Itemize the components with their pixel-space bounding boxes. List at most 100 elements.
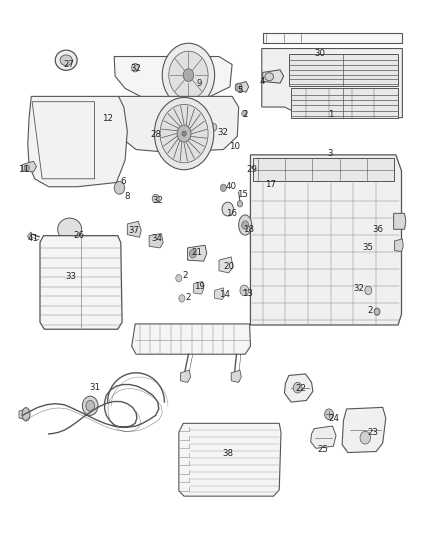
Circle shape <box>220 184 226 191</box>
Circle shape <box>240 285 249 296</box>
Text: 17: 17 <box>265 180 276 189</box>
Text: 2: 2 <box>186 293 191 302</box>
Text: 31: 31 <box>89 383 100 392</box>
Polygon shape <box>194 281 204 294</box>
Text: 32: 32 <box>218 128 229 137</box>
Polygon shape <box>394 213 406 229</box>
Text: 35: 35 <box>362 244 373 253</box>
Circle shape <box>293 382 302 393</box>
Polygon shape <box>236 82 249 92</box>
Circle shape <box>242 110 247 117</box>
Ellipse shape <box>141 121 165 141</box>
Text: 38: 38 <box>222 449 233 458</box>
Ellipse shape <box>239 215 252 235</box>
Circle shape <box>162 43 215 107</box>
Text: 21: 21 <box>192 248 203 257</box>
Polygon shape <box>395 239 403 252</box>
Text: 23: 23 <box>367 428 378 437</box>
Circle shape <box>182 131 186 136</box>
Text: 33: 33 <box>65 272 76 280</box>
Circle shape <box>132 63 139 72</box>
Text: 29: 29 <box>246 165 257 174</box>
Polygon shape <box>28 96 127 187</box>
Text: 32: 32 <box>131 64 141 73</box>
Text: 18: 18 <box>243 225 254 234</box>
Ellipse shape <box>265 72 274 80</box>
Circle shape <box>183 69 194 82</box>
Polygon shape <box>117 96 239 152</box>
Ellipse shape <box>58 218 81 240</box>
Circle shape <box>374 309 380 315</box>
Text: 28: 28 <box>150 130 161 139</box>
Text: 2: 2 <box>182 271 188 280</box>
Polygon shape <box>40 236 122 329</box>
Circle shape <box>360 431 371 444</box>
Polygon shape <box>289 54 398 86</box>
Text: 41: 41 <box>28 235 39 244</box>
Text: 26: 26 <box>73 231 84 240</box>
Text: 5: 5 <box>237 85 243 94</box>
Text: 24: 24 <box>328 414 339 423</box>
Polygon shape <box>114 56 232 99</box>
Text: 30: 30 <box>314 50 325 58</box>
Circle shape <box>325 409 333 419</box>
Polygon shape <box>132 324 251 354</box>
Text: 22: 22 <box>296 384 307 393</box>
Circle shape <box>160 104 208 163</box>
Polygon shape <box>22 161 36 172</box>
Circle shape <box>237 200 243 207</box>
Polygon shape <box>179 423 281 496</box>
Circle shape <box>211 124 217 131</box>
Text: 20: 20 <box>223 262 234 271</box>
Circle shape <box>169 51 208 99</box>
Ellipse shape <box>60 55 72 66</box>
Circle shape <box>86 400 95 411</box>
Circle shape <box>82 396 98 415</box>
Text: 27: 27 <box>63 60 74 69</box>
Polygon shape <box>127 221 141 237</box>
Polygon shape <box>251 155 402 325</box>
Polygon shape <box>291 88 398 118</box>
Polygon shape <box>219 257 233 273</box>
Circle shape <box>235 83 242 92</box>
Text: 32: 32 <box>152 196 163 205</box>
Circle shape <box>365 286 372 295</box>
Text: 3: 3 <box>328 149 333 158</box>
Text: 15: 15 <box>237 190 248 199</box>
Text: 13: 13 <box>242 288 253 297</box>
Text: 25: 25 <box>318 446 328 455</box>
Text: 10: 10 <box>229 142 240 151</box>
Polygon shape <box>187 245 207 261</box>
Circle shape <box>114 181 125 194</box>
Text: 2: 2 <box>367 305 372 314</box>
Circle shape <box>374 308 380 316</box>
Circle shape <box>242 221 249 229</box>
Text: 16: 16 <box>226 209 237 218</box>
Text: 32: 32 <box>353 284 364 293</box>
Text: 36: 36 <box>373 225 384 234</box>
Polygon shape <box>180 370 191 382</box>
Circle shape <box>189 249 196 258</box>
Text: 34: 34 <box>152 235 162 244</box>
Circle shape <box>24 165 29 171</box>
Text: 12: 12 <box>102 114 113 123</box>
Text: 9: 9 <box>197 78 202 87</box>
Text: 4: 4 <box>260 77 265 86</box>
Polygon shape <box>19 409 28 419</box>
Polygon shape <box>263 33 403 43</box>
Polygon shape <box>342 407 386 453</box>
Circle shape <box>176 274 182 282</box>
Text: 37: 37 <box>128 226 139 235</box>
Circle shape <box>179 295 185 302</box>
Circle shape <box>177 125 191 142</box>
Circle shape <box>222 202 233 216</box>
Polygon shape <box>253 158 394 181</box>
Ellipse shape <box>22 408 30 421</box>
Polygon shape <box>285 374 313 402</box>
Polygon shape <box>231 370 241 382</box>
Polygon shape <box>311 426 336 448</box>
Polygon shape <box>263 70 284 83</box>
Polygon shape <box>215 288 224 300</box>
Ellipse shape <box>55 50 77 70</box>
Text: 2: 2 <box>243 110 248 119</box>
